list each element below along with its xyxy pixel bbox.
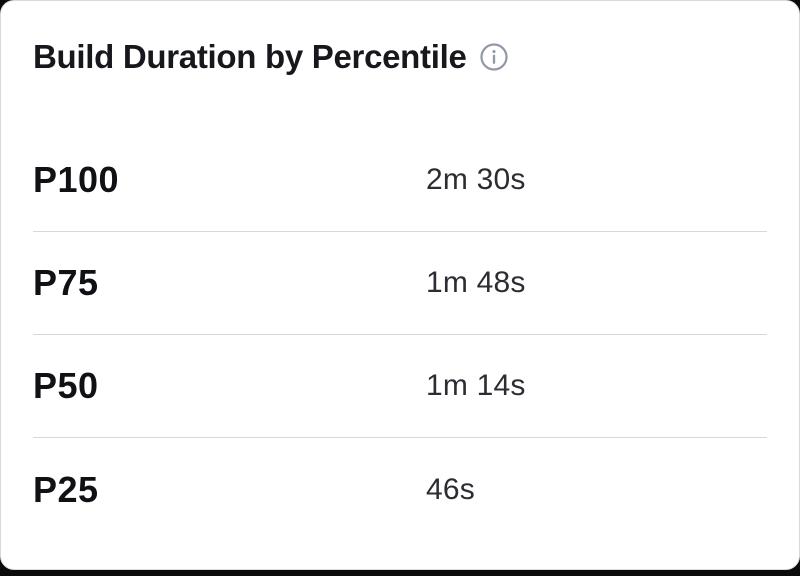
info-icon[interactable] bbox=[479, 42, 509, 72]
card-header: Build Duration by Percentile bbox=[1, 1, 799, 73]
percentile-label: P50 bbox=[33, 365, 99, 406]
table-row: P75 1m 48s bbox=[33, 232, 767, 335]
table-row: P25 46s bbox=[33, 438, 767, 541]
card-title: Build Duration by Percentile bbox=[33, 38, 467, 75]
percentile-label: P75 bbox=[33, 262, 99, 303]
percentile-label: P25 bbox=[33, 468, 99, 510]
duration-value: 1m 14s bbox=[426, 369, 526, 402]
table-row: P50 1m 14s bbox=[33, 335, 767, 438]
duration-value: 46s bbox=[426, 472, 475, 506]
percentile-table: P100 2m 30s P75 1m 48s P50 1m 14s P25 46… bbox=[1, 129, 799, 541]
duration-value: 1m 48s bbox=[426, 266, 526, 299]
table-row: P100 2m 30s bbox=[33, 129, 767, 232]
duration-value: 2m 30s bbox=[426, 163, 526, 196]
percentile-label: P100 bbox=[33, 159, 120, 200]
